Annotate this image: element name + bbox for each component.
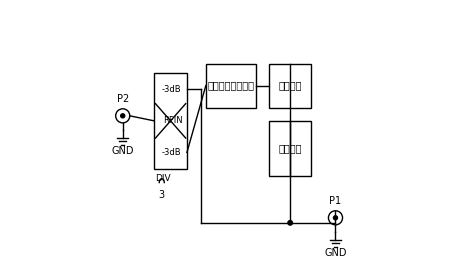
Text: 无线能量收集单元: 无线能量收集单元 bbox=[207, 81, 255, 91]
Bar bbox=[269, 121, 311, 176]
Circle shape bbox=[288, 221, 292, 225]
Text: -3dB: -3dB bbox=[162, 85, 182, 94]
Circle shape bbox=[334, 216, 338, 220]
Text: 调谐单元: 调谐单元 bbox=[279, 143, 302, 154]
Text: P1: P1 bbox=[329, 196, 341, 206]
Bar bbox=[206, 63, 256, 108]
Text: GND: GND bbox=[324, 248, 347, 258]
Text: 控制单元: 控制单元 bbox=[279, 81, 302, 91]
Text: RFIN: RFIN bbox=[163, 116, 182, 125]
Text: -3dB: -3dB bbox=[162, 148, 182, 157]
Circle shape bbox=[121, 114, 125, 118]
Text: 3: 3 bbox=[158, 190, 165, 200]
Bar bbox=[269, 63, 311, 108]
Text: P2: P2 bbox=[116, 94, 129, 104]
Text: DIV: DIV bbox=[155, 174, 170, 183]
Text: GND: GND bbox=[111, 146, 134, 156]
Bar bbox=[154, 73, 187, 169]
